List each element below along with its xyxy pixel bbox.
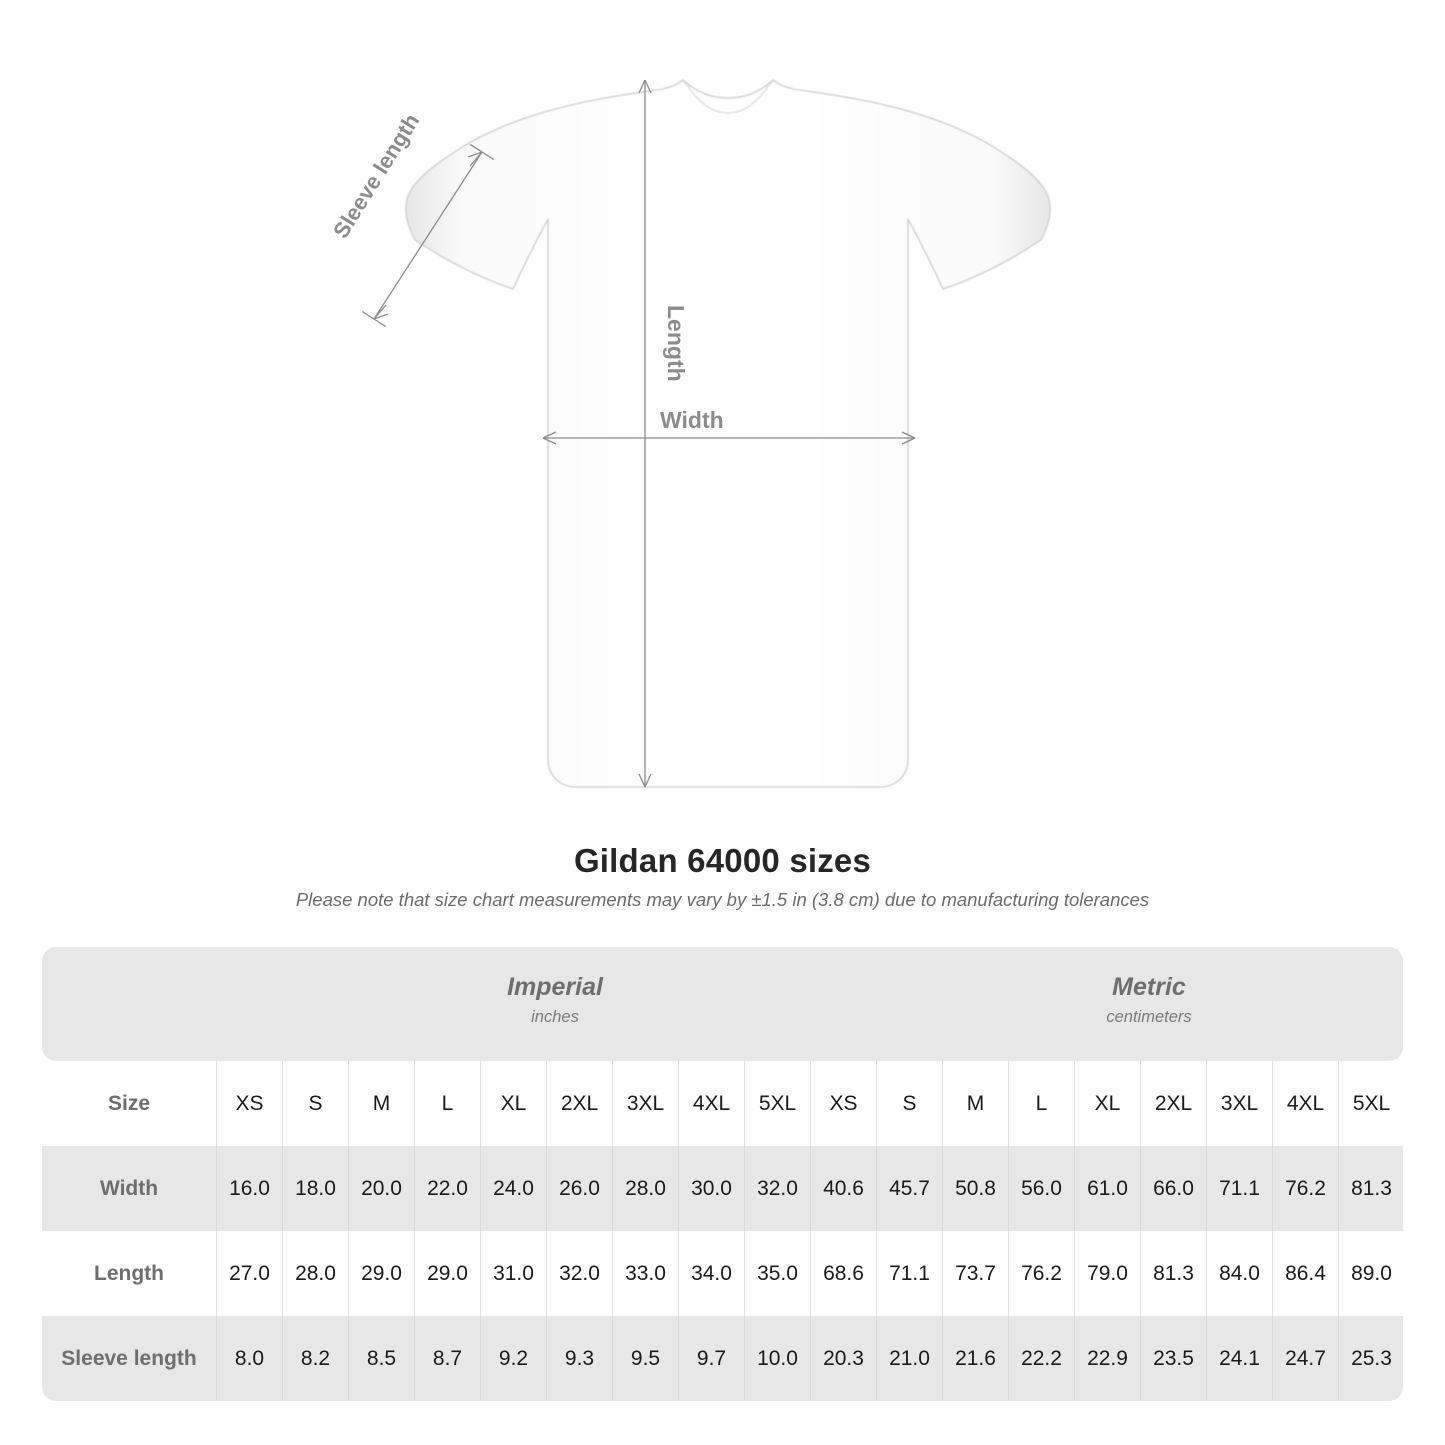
svg-text:Length: Length <box>663 305 689 382</box>
svg-text:Width: Width <box>660 407 724 433</box>
